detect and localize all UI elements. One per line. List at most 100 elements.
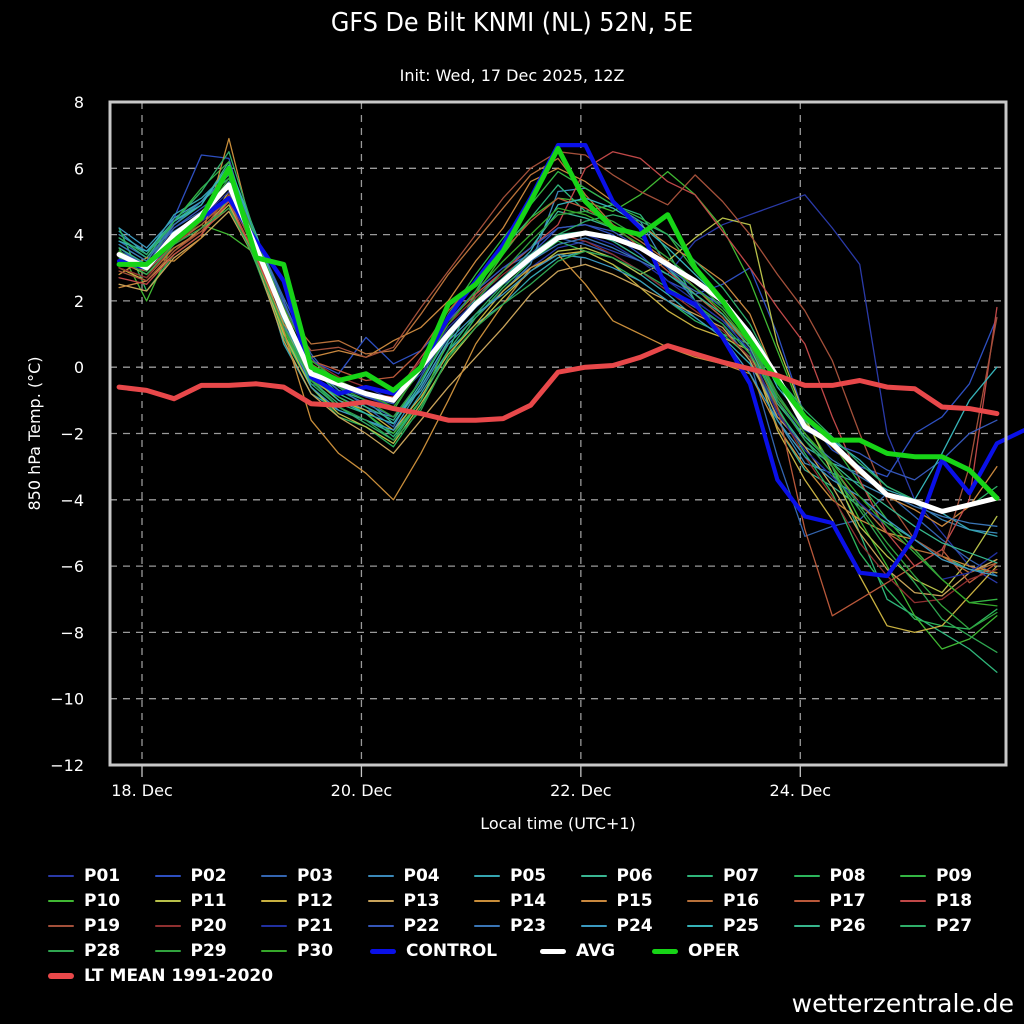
y-tick-label: −12 — [50, 756, 84, 775]
legend-item: P20 — [154, 916, 227, 936]
legend-label: P09 — [936, 866, 973, 886]
legend-swatch — [154, 900, 181, 902]
legend-item: P17 — [793, 891, 866, 911]
legend-swatch — [687, 925, 713, 927]
legend-label: P21 — [297, 916, 334, 936]
series-line-oper — [116, 145, 1000, 501]
legend-label: P18 — [936, 891, 973, 911]
legend-label: P16 — [723, 891, 760, 911]
legend-item: P14 — [474, 891, 546, 911]
legend-label: P11 — [190, 891, 227, 911]
legend-item: P04 — [367, 866, 440, 886]
legend-label: P25 — [723, 916, 760, 936]
legend-label: P19 — [84, 916, 121, 936]
legend-item: P25 — [687, 916, 759, 936]
legend-label: P01 — [84, 866, 121, 886]
legend-item: P13 — [367, 891, 440, 911]
legend-item: P21 — [261, 916, 333, 936]
legend-label: AVG — [576, 941, 616, 961]
legend-swatch — [370, 948, 396, 954]
legend-item: P27 — [900, 916, 972, 936]
legend-item: P11 — [154, 891, 227, 911]
series-line-p08 — [118, 197, 998, 630]
legend-label: P02 — [190, 866, 227, 886]
y-tick-label: −6 — [60, 557, 84, 576]
legend-item: CONTROL — [370, 941, 497, 961]
series-line-p02 — [118, 154, 998, 478]
legend-item: P22 — [367, 916, 440, 936]
series-line-p01 — [118, 194, 998, 584]
x-tick-label: 22. Dec — [550, 781, 612, 800]
legend-swatch — [580, 875, 607, 877]
legend-label: P20 — [190, 916, 227, 936]
legend-swatch — [261, 925, 287, 927]
legend-swatch — [687, 900, 713, 902]
legend-item: P23 — [474, 916, 546, 936]
y-tick-label: 0 — [74, 358, 84, 377]
legend-item: LT MEAN 1991-2020 — [48, 966, 273, 986]
legend-swatch — [474, 925, 500, 927]
plot-frame — [108, 100, 1008, 767]
legend-swatch — [261, 950, 287, 952]
legend-swatch — [900, 925, 926, 927]
legend-swatch — [652, 948, 678, 954]
legend-swatch — [367, 875, 394, 877]
series-line-p18 — [118, 151, 998, 567]
legend-label: P08 — [829, 866, 866, 886]
legend-swatch — [580, 925, 607, 927]
legend-label: P22 — [403, 916, 440, 936]
legend-label: P28 — [84, 941, 121, 961]
y-tick-label: −8 — [60, 623, 84, 642]
legend-item: P08 — [793, 866, 866, 886]
legend-label: P24 — [616, 916, 653, 936]
legend-swatch — [793, 900, 820, 902]
x-tick-label: 18. Dec — [111, 781, 173, 800]
legend-item: P07 — [687, 866, 759, 886]
legend-item: P02 — [154, 866, 227, 886]
legend-item: P03 — [261, 866, 333, 886]
legend-label: P13 — [403, 891, 440, 911]
source-credit: wetterzentrale.de — [791, 989, 1014, 1018]
legend-label: LT MEAN 1991-2020 — [84, 966, 274, 986]
legend-label: P30 — [297, 941, 334, 961]
series-line-p28 — [118, 207, 998, 653]
x-tick-label: 24. Dec — [770, 781, 832, 800]
y-tick-label: 8 — [74, 93, 84, 112]
y-tick-label: 6 — [74, 159, 84, 178]
legend-item: P24 — [580, 916, 653, 936]
chart-title: GFS De Bilt KNMI (NL) 52N, 5E — [330, 8, 694, 38]
series-lines — [116, 137, 1024, 673]
legend-item: P29 — [154, 941, 227, 961]
series-line-avg — [116, 182, 1000, 514]
y-tick-label: −4 — [60, 491, 84, 510]
y-tick-label: 2 — [74, 292, 84, 311]
legend-label: P12 — [297, 891, 334, 911]
y-tick-label: 4 — [74, 226, 84, 245]
legend-label: P29 — [190, 941, 227, 961]
legend-swatch — [580, 900, 607, 902]
y-tick-label: −2 — [60, 425, 84, 444]
legend-swatch — [154, 950, 181, 952]
legend-label: P15 — [616, 891, 653, 911]
legend-swatch — [367, 900, 394, 902]
legend-item: P26 — [793, 916, 866, 936]
legend-swatch — [474, 900, 500, 902]
legend-item: P18 — [900, 891, 972, 911]
series-line-p13 — [118, 210, 998, 597]
legend-label: P05 — [510, 866, 547, 886]
legend-label: P07 — [723, 866, 760, 886]
y-axis: 8 6 4 2 0 −2 −4 −6 −8 −10 −12 — [50, 93, 84, 775]
legend-item: P09 — [900, 866, 972, 886]
legend-swatch — [261, 875, 287, 877]
legend-item: P06 — [580, 866, 653, 886]
legend-swatch — [367, 925, 394, 927]
series-line-control — [116, 143, 1024, 579]
legend-swatch — [900, 900, 926, 902]
legend-item: P30 — [261, 941, 333, 961]
legend-label: P17 — [829, 891, 866, 911]
legend-label: P04 — [403, 866, 440, 886]
legend-swatch — [793, 875, 820, 877]
series-line-lt-mean-1991-2020 — [116, 343, 1000, 423]
legend-label: P03 — [297, 866, 334, 886]
legend-swatch — [900, 875, 926, 877]
